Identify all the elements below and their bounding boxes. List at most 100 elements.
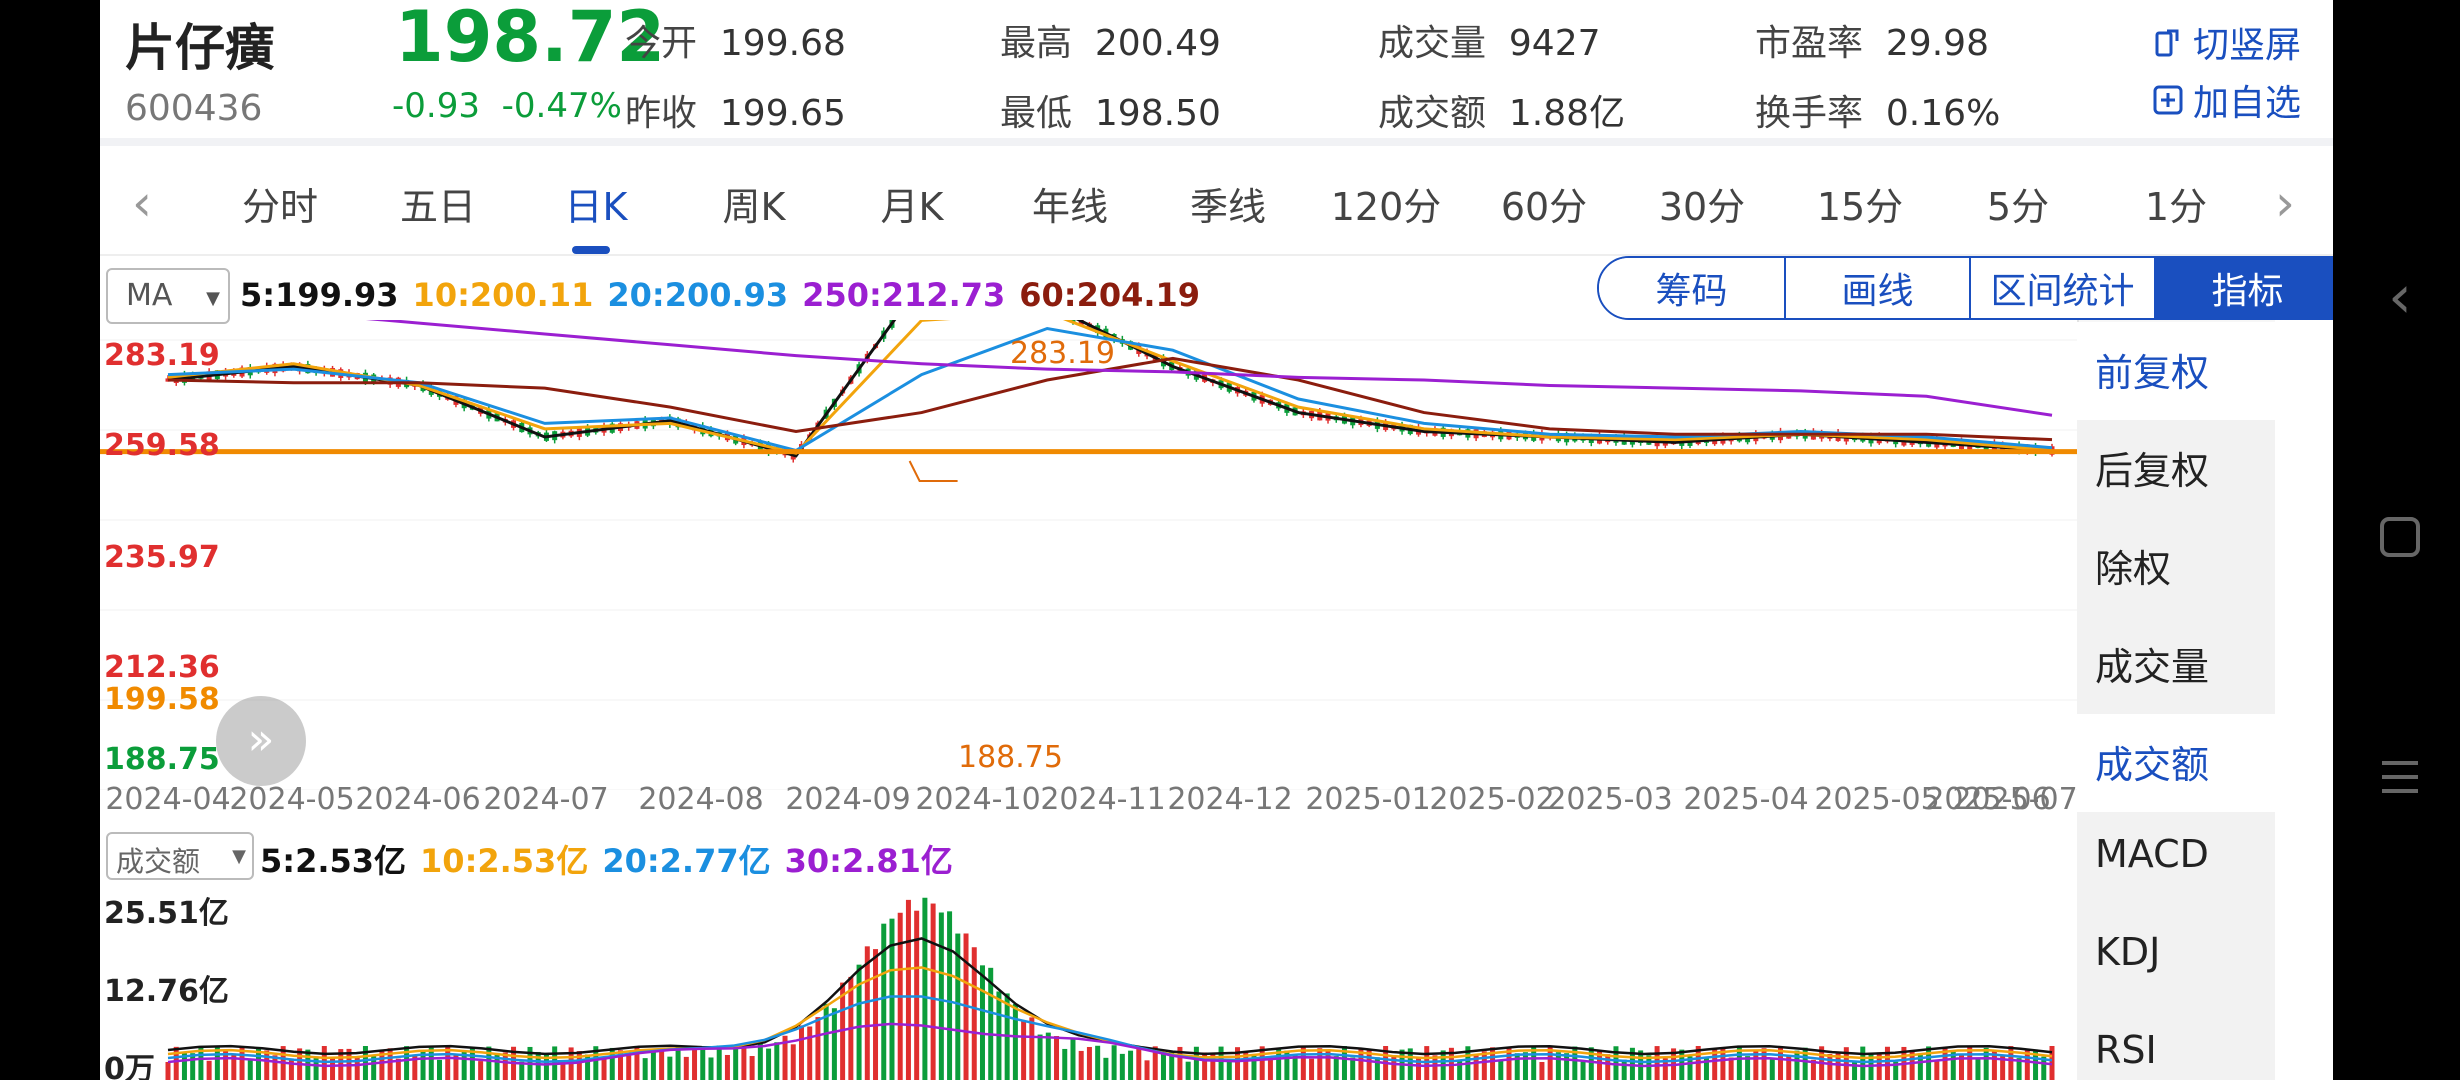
quote-open: 今开 199.68 bbox=[625, 23, 846, 64]
price-axis-label: 283.19 bbox=[104, 338, 220, 373]
date-axis-label: 2025-02 bbox=[1429, 782, 1555, 817]
current-price: 198.72 bbox=[395, 0, 666, 78]
tab-yearly[interactable]: 年线 bbox=[1031, 185, 1109, 229]
volume-bar bbox=[1802, 1047, 1808, 1080]
volume-indicator-select[interactable]: 成交额 ▼ bbox=[106, 832, 254, 880]
chips-button[interactable]: 筹码 bbox=[1599, 258, 1784, 318]
volume-bar bbox=[1761, 1048, 1767, 1080]
tab-weekly-k[interactable]: 周K bbox=[722, 185, 786, 229]
volume-bar bbox=[634, 1046, 640, 1080]
tab-intraday[interactable]: 分时 bbox=[241, 185, 319, 229]
draw-line-button[interactable]: 画线 bbox=[1784, 258, 1969, 318]
volume-bar bbox=[708, 1057, 714, 1080]
volume-bar bbox=[478, 1061, 484, 1080]
volume-bar bbox=[255, 1047, 261, 1080]
tab-five-day[interactable]: 五日 bbox=[399, 185, 477, 229]
volume-bar bbox=[905, 899, 911, 1080]
volume-bar bbox=[1078, 1050, 1084, 1080]
volume-bar bbox=[1893, 1061, 1899, 1080]
tab-120min[interactable]: 120分 bbox=[1330, 185, 1442, 229]
switch-orientation-label: 切竖屏 bbox=[2193, 25, 2302, 66]
volume-bar bbox=[1778, 1046, 1784, 1080]
volume-bar bbox=[1350, 1057, 1356, 1080]
quote-prev-close: 昨收 199.65 bbox=[625, 93, 846, 134]
volume-axis-top: 25.51亿 bbox=[104, 896, 229, 931]
switch-orientation-button[interactable]: 切竖屏 bbox=[2153, 16, 2301, 68]
volume-bar bbox=[1942, 1047, 1948, 1080]
volume-bar bbox=[617, 1050, 623, 1080]
volume-bar bbox=[1103, 1057, 1109, 1080]
indicator-button[interactable]: 指标 bbox=[2154, 258, 2333, 318]
kline-chart[interactable] bbox=[100, 320, 2077, 790]
volume-bar bbox=[1086, 1046, 1092, 1080]
nav-home-icon[interactable] bbox=[2360, 504, 2440, 574]
tab-quarterly[interactable]: 季线 bbox=[1189, 185, 1267, 229]
menu-ex-rights[interactable]: 除权 bbox=[2077, 518, 2275, 616]
menu-forward-adjusted[interactable]: 前复权 bbox=[2077, 322, 2275, 420]
tab-scroll-right-icon[interactable]: › bbox=[2275, 174, 2295, 232]
volume-axis-zero: 0万 bbox=[104, 1052, 155, 1080]
quote-volume: 成交量 9427 bbox=[1378, 23, 1601, 64]
tab-15min[interactable]: 15分 bbox=[1816, 185, 1904, 229]
menu-rsi[interactable]: RSI bbox=[2077, 1008, 2275, 1080]
tab-5min[interactable]: 5分 bbox=[1986, 185, 2050, 229]
volume-bar bbox=[1991, 1050, 1997, 1080]
volume-bar bbox=[469, 1047, 475, 1080]
tab-scroll-left-icon[interactable]: ‹ bbox=[132, 174, 152, 232]
menu-backward-adjusted[interactable]: 后复权 bbox=[2077, 420, 2275, 518]
volume-bar bbox=[1794, 1050, 1800, 1080]
volume-bar bbox=[1539, 1061, 1545, 1080]
quote-pe: 市盈率 29.98 bbox=[1755, 23, 1989, 64]
volume-bar bbox=[864, 946, 870, 1080]
date-axis-label: 2024-04 bbox=[105, 782, 231, 817]
volume-bar bbox=[1128, 1050, 1134, 1080]
volume-bar bbox=[1317, 1048, 1323, 1080]
range-stats-button[interactable]: 区间统计 bbox=[1969, 258, 2154, 318]
volume-bar bbox=[741, 1046, 747, 1080]
ma-indicator-select[interactable]: MA ▼ bbox=[106, 268, 230, 324]
volume-bar bbox=[1366, 1049, 1372, 1080]
volume-chart[interactable] bbox=[100, 880, 2077, 1080]
volume-bar bbox=[387, 1048, 393, 1080]
volume-bar bbox=[379, 1049, 385, 1080]
menu-lines-icon bbox=[2382, 761, 2418, 793]
price-axis-label: 235.97 bbox=[104, 540, 220, 575]
volume-bar bbox=[724, 1054, 730, 1080]
volume-bar bbox=[1341, 1046, 1347, 1080]
ma60-value: 60:204.19 bbox=[1019, 276, 1201, 314]
menu-kdj[interactable]: KDJ bbox=[2077, 910, 2275, 1008]
volume-bar bbox=[1193, 1046, 1199, 1080]
menu-macd[interactable]: MACD bbox=[2077, 812, 2275, 910]
last-price-label: 199.58 bbox=[104, 682, 220, 717]
volume-bar bbox=[1926, 1046, 1932, 1080]
volume-bar bbox=[650, 1048, 656, 1080]
volume-bar bbox=[1522, 1052, 1528, 1080]
chart-tools-toolbar: 筹码 画线 区间统计 指标 bbox=[1597, 256, 2333, 320]
vol-ma10-value: 10:2.53亿 bbox=[420, 842, 589, 880]
tab-60min[interactable]: 60分 bbox=[1500, 185, 1588, 229]
volume-bar bbox=[774, 1042, 780, 1080]
volume-bar bbox=[988, 967, 994, 1080]
volume-bar bbox=[692, 1049, 698, 1080]
volume-bar bbox=[173, 1046, 179, 1080]
tab-monthly-k[interactable]: 月K bbox=[880, 185, 944, 229]
nav-menu-icon[interactable] bbox=[2360, 744, 2440, 814]
volume-bar bbox=[1769, 1058, 1775, 1080]
menu-volume[interactable]: 成交量 bbox=[2077, 616, 2275, 714]
nav-back-icon[interactable]: ‹ bbox=[2388, 262, 2412, 332]
tab-1min[interactable]: 1分 bbox=[2144, 185, 2208, 229]
volume-bar bbox=[675, 1045, 681, 1080]
volume-bar bbox=[1983, 1047, 1989, 1080]
add-watchlist-button[interactable]: 加自选 bbox=[2153, 74, 2301, 126]
volume-bar bbox=[609, 1047, 615, 1080]
date-axis-label: 2024-08 bbox=[638, 782, 764, 817]
volume-bar bbox=[667, 1056, 673, 1080]
date-axis-label: 2024-07 bbox=[483, 782, 609, 817]
expand-fab-icon[interactable]: » bbox=[216, 696, 306, 786]
tab-daily-k[interactable]: 日K bbox=[564, 185, 628, 229]
volume-bar bbox=[979, 965, 985, 1080]
menu-amount[interactable]: 成交额 bbox=[2077, 714, 2275, 812]
volume-bar bbox=[206, 1060, 212, 1080]
volume-bar bbox=[1029, 1017, 1035, 1080]
tab-30min[interactable]: 30分 bbox=[1658, 185, 1746, 229]
